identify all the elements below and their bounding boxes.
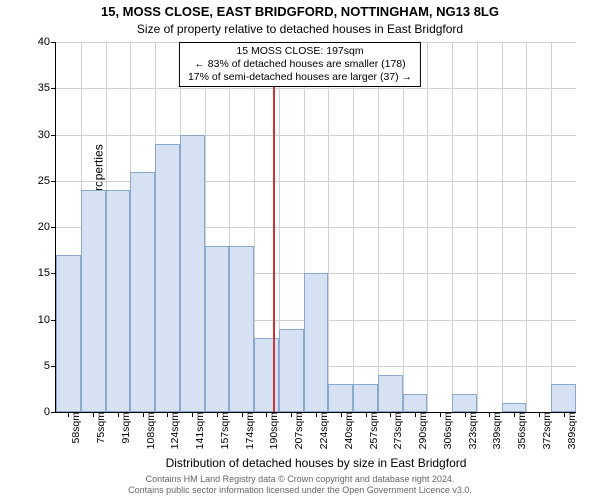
reference-line bbox=[273, 42, 275, 412]
bar bbox=[279, 329, 304, 412]
chart-title-sub: Size of property relative to detached ho… bbox=[0, 22, 600, 36]
grid-line-v bbox=[477, 42, 478, 412]
chart-title-main: 15, MOSS CLOSE, EAST BRIDGFORD, NOTTINGH… bbox=[0, 4, 600, 19]
xtick-label: 257sqm bbox=[362, 412, 380, 449]
xtick-label: 207sqm bbox=[287, 412, 305, 449]
annotation-box: 15 MOSS CLOSE: 197sqm ← 83% of detached … bbox=[179, 42, 421, 87]
xtick-label: 174sqm bbox=[238, 412, 256, 449]
xtick-label: 273sqm bbox=[386, 412, 404, 449]
grid-line-h bbox=[56, 88, 576, 89]
grid-line-v bbox=[502, 42, 503, 412]
footer-line2: Contains public sector information licen… bbox=[0, 485, 600, 496]
grid-line-v bbox=[551, 42, 552, 412]
grid-line-v bbox=[427, 42, 428, 412]
xtick-label: 339sqm bbox=[485, 412, 503, 449]
grid-line-v bbox=[328, 42, 329, 412]
bar bbox=[180, 135, 205, 413]
xtick-label: 190sqm bbox=[262, 412, 280, 449]
ytick-label: 40 bbox=[38, 36, 56, 48]
x-axis-label: Distribution of detached houses by size … bbox=[56, 456, 576, 470]
bar bbox=[452, 394, 477, 413]
bar bbox=[106, 190, 131, 412]
xtick-label: 240sqm bbox=[337, 412, 355, 449]
xtick-label: 157sqm bbox=[213, 412, 231, 449]
xtick-label: 91sqm bbox=[114, 412, 132, 444]
bar bbox=[155, 144, 180, 412]
grid-line-h bbox=[56, 135, 576, 136]
xtick-label: 372sqm bbox=[535, 412, 553, 449]
xtick-label: 356sqm bbox=[510, 412, 528, 449]
grid-line-v bbox=[452, 42, 453, 412]
bar bbox=[229, 246, 254, 413]
annotation-line2: ← 83% of detached houses are smaller (17… bbox=[188, 58, 412, 71]
bar bbox=[205, 246, 230, 413]
chart-container: 15, MOSS CLOSE, EAST BRIDGFORD, NOTTINGH… bbox=[0, 0, 600, 500]
xtick-label: 323sqm bbox=[461, 412, 479, 449]
xtick-label: 290sqm bbox=[411, 412, 429, 449]
annotation-line3: 17% of semi-detached houses are larger (… bbox=[188, 71, 412, 84]
xtick-label: 58sqm bbox=[64, 412, 82, 444]
ytick-label: 35 bbox=[38, 82, 56, 94]
bar bbox=[502, 403, 527, 412]
bar bbox=[551, 384, 576, 412]
grid-line-v bbox=[353, 42, 354, 412]
xtick-label: 389sqm bbox=[560, 412, 578, 449]
bar bbox=[328, 384, 353, 412]
xtick-label: 306sqm bbox=[436, 412, 454, 449]
grid-line-v bbox=[403, 42, 404, 412]
ytick-label: 0 bbox=[44, 406, 56, 418]
annotation-line1: 15 MOSS CLOSE: 197sqm bbox=[188, 45, 412, 58]
ytick-label: 25 bbox=[38, 175, 56, 187]
ytick-label: 20 bbox=[38, 221, 56, 233]
bar bbox=[378, 375, 403, 412]
footer-attribution: Contains HM Land Registry data © Crown c… bbox=[0, 474, 600, 496]
xtick-label: 224sqm bbox=[312, 412, 330, 449]
grid-line-v bbox=[526, 42, 527, 412]
bar bbox=[56, 255, 81, 412]
xtick-label: 124sqm bbox=[163, 412, 181, 449]
ytick-label: 10 bbox=[38, 314, 56, 326]
bar bbox=[403, 394, 428, 413]
footer-line1: Contains HM Land Registry data © Crown c… bbox=[0, 474, 600, 485]
plot-area: Number of detached properties Distributi… bbox=[55, 42, 576, 413]
ytick-label: 15 bbox=[38, 267, 56, 279]
xtick-label: 75sqm bbox=[89, 412, 107, 444]
bar bbox=[130, 172, 155, 413]
xtick-label: 141sqm bbox=[188, 412, 206, 449]
ytick-label: 30 bbox=[38, 129, 56, 141]
bar bbox=[254, 338, 279, 412]
bar bbox=[353, 384, 378, 412]
bar bbox=[81, 190, 106, 412]
ytick-label: 5 bbox=[44, 360, 56, 372]
bar bbox=[304, 273, 329, 412]
xtick-label: 108sqm bbox=[139, 412, 157, 449]
grid-line-v bbox=[378, 42, 379, 412]
